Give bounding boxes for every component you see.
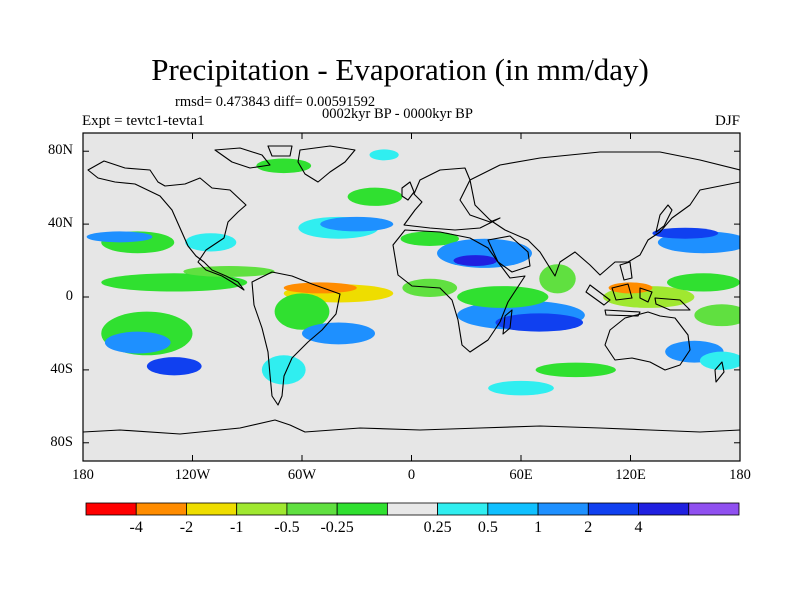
colorbar-box — [638, 502, 690, 516]
anomaly-patch — [146, 357, 202, 376]
colorbar-label: 1 — [534, 519, 543, 536]
colorbar-label: -0.5 — [274, 519, 300, 536]
coast-greenland — [297, 145, 356, 183]
anomaly-patch — [488, 380, 554, 396]
colorbar-box — [236, 502, 288, 516]
coast-arctic-islands — [214, 145, 293, 169]
anomaly-patch — [104, 331, 171, 354]
coast-madagascar — [502, 309, 513, 335]
plot-title: Precipitation - Evaporation (in mm/day) — [151, 52, 649, 87]
colorbar-box — [688, 502, 740, 516]
anomaly-patch — [539, 264, 576, 294]
anomaly-patch — [608, 282, 653, 294]
x-tick-label: 180 — [729, 467, 751, 483]
anomaly-patch — [256, 158, 312, 174]
colorbar-box — [386, 502, 439, 516]
season-label: DJF — [714, 113, 740, 129]
x-tick-label: 120E — [615, 467, 646, 483]
coast-arabia — [487, 235, 531, 273]
coast-asia — [469, 151, 740, 277]
anomaly-patch — [283, 282, 357, 294]
anomaly-patch — [535, 362, 616, 378]
anomaly-patch — [185, 233, 237, 252]
period-subtitle: 0002kyr BP - 0000kyr BP — [322, 106, 473, 122]
colorbar-label: 0.25 — [423, 519, 452, 536]
coast-africa — [392, 229, 526, 353]
colorbar-label: -4 — [129, 519, 143, 536]
coast-north-america — [87, 160, 247, 291]
colorbar-label: 0.5 — [477, 519, 498, 536]
anomaly-patch — [400, 231, 459, 246]
colorbar-box — [487, 502, 539, 516]
y-tick-label: 0 — [65, 288, 73, 304]
coast-south-america — [251, 271, 341, 406]
anomaly-patch — [699, 351, 740, 370]
anomaly-patch — [320, 216, 394, 232]
coastlines — [83, 145, 740, 435]
y-tick-label: 80N — [48, 142, 73, 159]
colorbar-box — [336, 502, 388, 516]
colorbar-box — [186, 502, 238, 516]
axis-ticks — [82, 133, 741, 461]
colorbar-box — [135, 502, 187, 516]
anomaly-patch — [694, 304, 740, 327]
anomaly-patch — [667, 273, 740, 292]
coast-antarctica — [83, 419, 740, 435]
anomaly-patch — [652, 227, 719, 239]
coast-new-guinea — [654, 297, 691, 311]
x-tick-label: 0 — [407, 467, 416, 483]
anomaly-patch — [261, 355, 306, 385]
coast-britain — [401, 181, 415, 201]
anomaly-patch — [453, 255, 498, 267]
anomaly-patch — [274, 293, 330, 330]
anomaly-patch — [457, 286, 549, 308]
coast-australia — [604, 311, 691, 371]
colorbar-box — [537, 502, 589, 516]
coast-maritime-continent — [585, 261, 653, 317]
anomaly-patch — [183, 266, 275, 277]
experiment-label: Expt = tevtc1-tevta1 — [82, 113, 205, 129]
anomaly-patch — [495, 313, 584, 332]
anomaly-patch — [402, 278, 458, 297]
colorbar-box — [587, 502, 639, 516]
y-tick-label: 80S — [50, 433, 73, 450]
coast-europe — [403, 167, 501, 231]
x-tick-label: 60E — [509, 467, 533, 483]
colorbar-label: 2 — [584, 519, 593, 536]
anomaly-patch — [302, 322, 375, 345]
colorbar — [85, 502, 740, 516]
colorbar-label: -2 — [179, 519, 194, 536]
colorbar-box — [286, 502, 338, 516]
rmsd-diff-stats: rmsd= 0.473843 diff= 0.00591592 — [175, 94, 376, 110]
anomaly-patch — [369, 149, 399, 161]
x-tick-label: 180 — [72, 467, 94, 483]
x-tick-label: 120W — [174, 467, 211, 483]
anomaly-field — [86, 149, 740, 396]
coast-japan — [655, 204, 673, 233]
colorbar-box — [85, 502, 137, 516]
anomaly-patch — [101, 273, 248, 292]
colorbar-label: -1 — [230, 519, 244, 536]
anomaly-patch — [347, 187, 403, 206]
colorbar-box — [437, 502, 489, 516]
y-tick-label: 40N — [48, 215, 73, 232]
colorbar-label: 4 — [634, 519, 643, 536]
coast-new-zealand — [714, 361, 725, 383]
x-tick-label: 60W — [287, 467, 317, 483]
colorbar-label: -0.25 — [320, 519, 354, 536]
y-tick-label: 40S — [50, 360, 73, 377]
anomaly-patch — [86, 231, 153, 243]
